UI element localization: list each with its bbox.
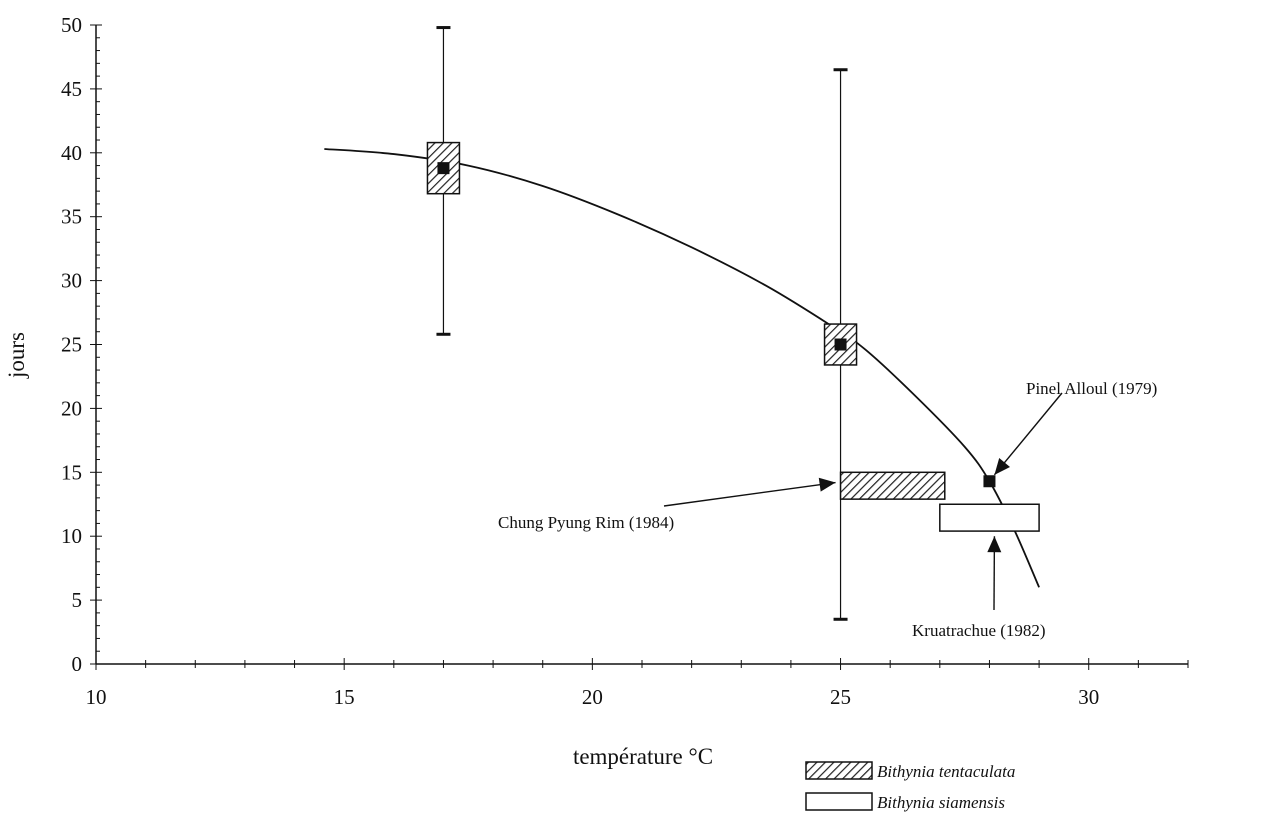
range-bar-siamensis: [939, 503, 1040, 532]
annotation-arrowhead-2: [987, 536, 1002, 553]
legend-label-tentaculata: Bithynia tentaculata: [877, 762, 1015, 781]
annotation-layer: Pinel Alloul (1979) Chung Pyung Rim (1984…: [498, 379, 1157, 640]
y-tick-label: 15: [61, 460, 82, 484]
annotation-label-1: Chung Pyung Rim (1984): [498, 513, 674, 532]
annotation-arrow-1: [663, 481, 836, 507]
data-point-2: [983, 475, 996, 488]
fit-curve: [324, 148, 1040, 588]
y-tick-label: 35: [61, 205, 82, 229]
fit-curve-layer: [324, 148, 1040, 588]
y-tick-label: 0: [72, 652, 83, 676]
range-bar-tentaculata: [839, 471, 946, 500]
annotation-label-2: Kruatrachue (1982): [912, 621, 1046, 640]
y-tick-label: 30: [61, 269, 82, 293]
annotation-label-0: Pinel Alloul (1979): [1026, 379, 1157, 398]
data-point-0: [437, 162, 450, 175]
legend-swatch-siamensis: [805, 792, 873, 811]
y-tick-label: 50: [61, 13, 82, 37]
legend: Bithynia tentaculata Bithynia siamensis: [805, 761, 1015, 812]
x-tick-label: 30: [1078, 685, 1099, 709]
legend-label-siamensis: Bithynia siamensis: [877, 793, 1005, 812]
legend-swatch-tentaculata: [805, 761, 873, 780]
data-point-1: [834, 338, 847, 351]
x-tick-label: 15: [334, 685, 355, 709]
range-bar-layer: [839, 471, 1040, 532]
y-tick-label: 5: [72, 588, 83, 612]
x-tick-label: 25: [830, 685, 851, 709]
y-tick-label: 20: [61, 396, 82, 420]
y-tick-label: 45: [61, 77, 82, 101]
y-tick-label: 25: [61, 333, 82, 357]
x-tick-label: 20: [582, 685, 603, 709]
y-tick-label: 40: [61, 141, 82, 165]
spread-box-1: [823, 323, 858, 366]
x-axis-title: température °C: [573, 744, 713, 769]
annotation-arrowhead-1: [818, 477, 836, 492]
y-tick-label: 10: [61, 524, 82, 548]
x-tick-label: 10: [86, 685, 107, 709]
axes: 10 15 20 25 30 0 5 10 15 20 25 30 35 40 45 50: [61, 13, 1189, 709]
y-axis-title: jours: [4, 332, 29, 379]
annotation-arrow-0: [993, 392, 1063, 476]
annotation-arrowhead-0: [994, 458, 1011, 475]
point-layer: [426, 141, 996, 488]
